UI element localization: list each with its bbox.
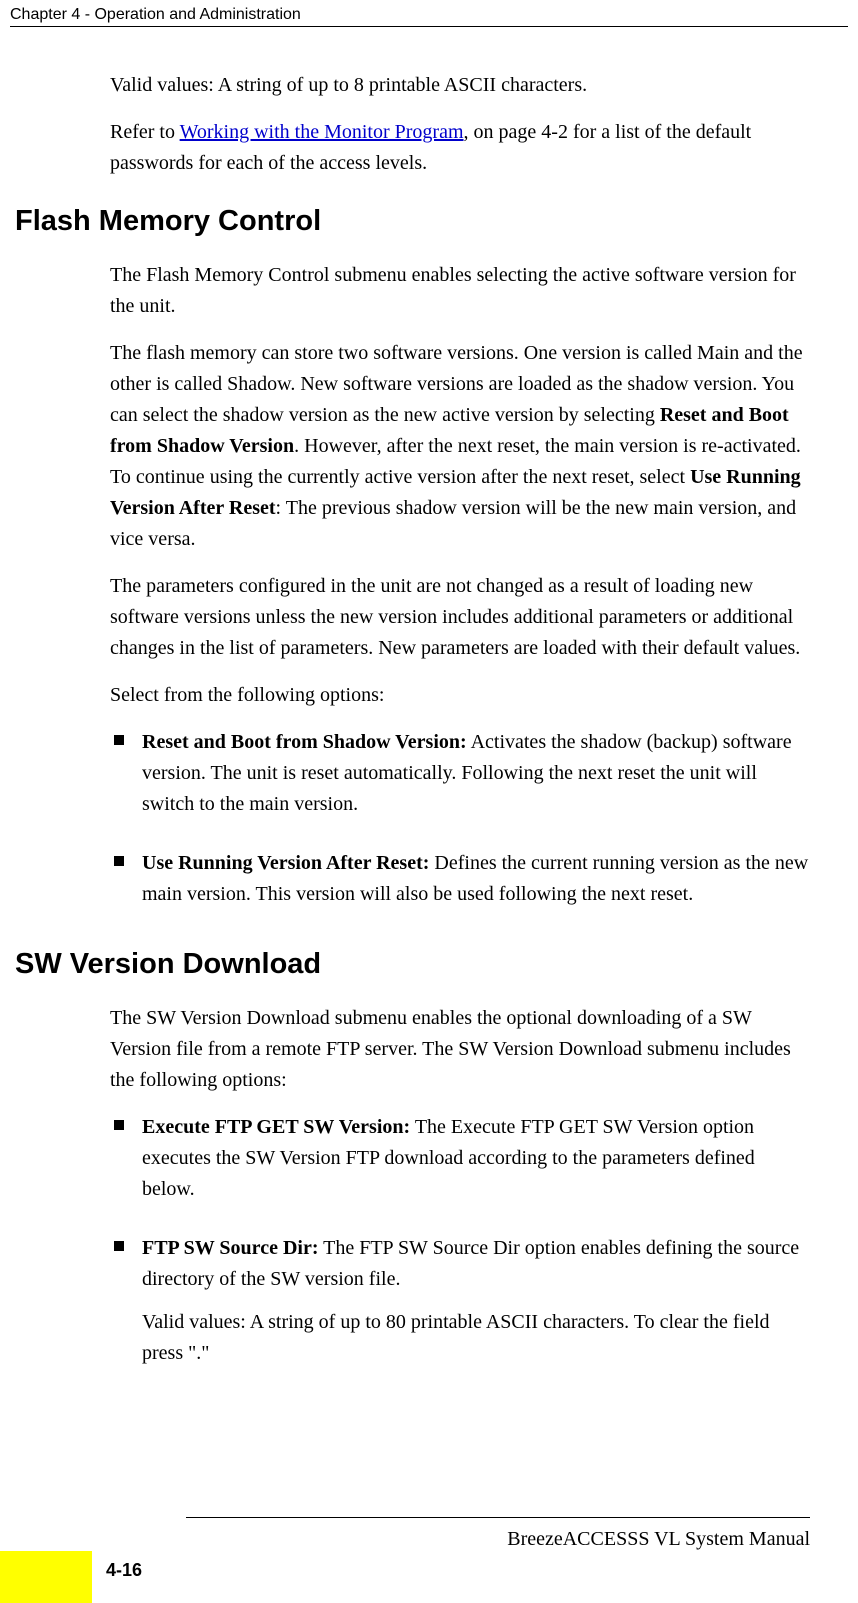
heading-flash-memory-control: Flash Memory Control xyxy=(15,205,810,238)
flash-p2: The flash memory can store two software … xyxy=(110,338,810,555)
item-label: Reset and Boot from Shadow Version: xyxy=(142,731,467,753)
page: Chapter 4 - Operation and Administration… xyxy=(0,0,858,1603)
list-item-body: FTP SW Source Dir: The FTP SW Source Dir… xyxy=(142,1233,810,1381)
sw-options-list: Execute FTP GET SW Version: The Execute … xyxy=(110,1112,810,1381)
flash-p1: The Flash Memory Control submenu enables… xyxy=(110,260,810,322)
list-item-body: Use Running Version After Reset: Defines… xyxy=(142,848,810,922)
page-number: 4-16 xyxy=(106,1560,142,1581)
link-monitor-program[interactable]: Working with the Monitor Program xyxy=(180,121,464,143)
list-item: Use Running Version After Reset: Defines… xyxy=(110,848,810,922)
square-bullet-icon xyxy=(114,1241,124,1251)
content-area: Valid values: A string of up to 8 printa… xyxy=(110,70,810,1397)
sw-p1: The SW Version Download submenu enables … xyxy=(110,1003,810,1096)
yellow-bar xyxy=(0,1551,92,1603)
flash-p3: The parameters configured in the unit ar… xyxy=(110,571,810,664)
running-header: Chapter 4 - Operation and Administration xyxy=(10,6,848,27)
item-label: Execute FTP GET SW Version: xyxy=(142,1116,410,1138)
heading-sw-version-download: SW Version Download xyxy=(15,948,810,981)
item-label: Use Running Version After Reset: xyxy=(142,852,429,874)
list-item: Reset and Boot from Shadow Version: Acti… xyxy=(110,727,810,832)
flash-options-list: Reset and Boot from Shadow Version: Acti… xyxy=(110,727,810,922)
footer-manual-title: BreezeACCESSS VL System Manual xyxy=(507,1528,810,1551)
flash-p4: Select from the following options: xyxy=(110,680,810,711)
footer-rule xyxy=(186,1517,810,1518)
square-bullet-icon xyxy=(114,856,124,866)
intro-refer: Refer to Working with the Monitor Progra… xyxy=(110,117,810,179)
item-label: FTP SW Source Dir: xyxy=(142,1237,318,1259)
item-sub: Valid values: A string of up to 80 print… xyxy=(142,1307,810,1369)
intro-valid-values: Valid values: A string of up to 8 printa… xyxy=(110,70,810,101)
intro-refer-pre: Refer to xyxy=(110,121,180,143)
square-bullet-icon xyxy=(114,1120,124,1130)
list-item: FTP SW Source Dir: The FTP SW Source Dir… xyxy=(110,1233,810,1381)
list-item-body: Execute FTP GET SW Version: The Execute … xyxy=(142,1112,810,1217)
list-item-body: Reset and Boot from Shadow Version: Acti… xyxy=(142,727,810,832)
square-bullet-icon xyxy=(114,735,124,745)
list-item: Execute FTP GET SW Version: The Execute … xyxy=(110,1112,810,1217)
